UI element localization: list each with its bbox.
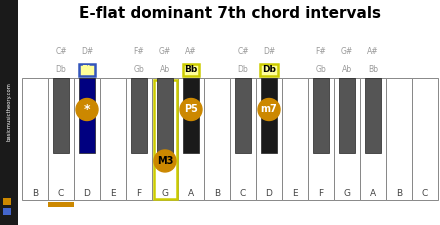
Text: Db: Db — [238, 65, 248, 74]
Bar — [339, 78, 355, 153]
Bar — [0, 0, 18, 225]
Bar — [282, 78, 308, 200]
Bar — [256, 78, 282, 200]
Bar — [48, 78, 74, 200]
Bar — [53, 78, 69, 153]
Text: D#: D# — [81, 47, 93, 56]
Text: G: G — [161, 189, 169, 198]
Bar — [313, 78, 329, 153]
Bar — [48, 202, 74, 207]
Text: Gb: Gb — [315, 65, 326, 74]
Bar — [131, 78, 147, 153]
Bar — [365, 78, 381, 153]
Bar — [152, 78, 178, 200]
Text: Ab: Ab — [342, 65, 352, 74]
Text: Bb: Bb — [184, 65, 198, 74]
Text: C: C — [422, 189, 428, 198]
Circle shape — [180, 99, 202, 121]
Text: m7: m7 — [260, 104, 277, 115]
Text: G#: G# — [159, 47, 171, 56]
Bar — [308, 78, 334, 200]
Bar — [230, 78, 256, 200]
Text: Db: Db — [55, 65, 66, 74]
Bar — [22, 78, 48, 200]
Text: Gb: Gb — [134, 65, 144, 74]
Bar — [3, 198, 11, 205]
Text: B: B — [214, 189, 220, 198]
Text: B: B — [396, 189, 402, 198]
Text: F#: F# — [315, 47, 326, 56]
Text: C: C — [58, 189, 64, 198]
Text: F: F — [136, 189, 142, 198]
Text: Ab: Ab — [160, 65, 170, 74]
Text: G#: G# — [341, 47, 353, 56]
Bar — [100, 78, 126, 200]
Bar — [157, 78, 173, 153]
Text: Eb: Eb — [81, 65, 93, 74]
Text: Db: Db — [262, 65, 276, 74]
Text: C#: C# — [237, 47, 249, 56]
Text: B: B — [32, 189, 38, 198]
Bar — [412, 78, 438, 200]
Text: *: * — [84, 103, 90, 116]
Bar — [261, 78, 277, 153]
Text: F#: F# — [134, 47, 144, 56]
Text: G: G — [344, 189, 351, 198]
Bar — [126, 78, 152, 200]
Text: E-flat dominant 7th chord intervals: E-flat dominant 7th chord intervals — [79, 7, 381, 22]
Bar — [360, 78, 386, 200]
Bar — [183, 78, 199, 153]
Bar — [235, 78, 251, 153]
Circle shape — [258, 99, 280, 121]
Bar — [334, 78, 360, 200]
Text: D: D — [84, 189, 91, 198]
Bar — [386, 78, 412, 200]
Text: A#: A# — [185, 47, 197, 56]
Text: E: E — [292, 189, 298, 198]
Text: A#: A# — [367, 47, 379, 56]
Text: M3: M3 — [157, 156, 173, 166]
Text: F: F — [319, 189, 323, 198]
Text: C: C — [240, 189, 246, 198]
Text: P5: P5 — [184, 104, 198, 115]
Bar — [74, 78, 100, 200]
Text: Bb: Bb — [368, 65, 378, 74]
Bar — [204, 78, 230, 200]
Text: E: E — [110, 189, 116, 198]
Circle shape — [76, 99, 98, 121]
Text: A: A — [370, 189, 376, 198]
Text: D#: D# — [263, 47, 275, 56]
Text: A: A — [188, 189, 194, 198]
Text: D: D — [266, 189, 272, 198]
Circle shape — [154, 150, 176, 172]
Bar — [79, 78, 95, 153]
Text: basicmusictheory.com: basicmusictheory.com — [7, 83, 11, 142]
Text: C#: C# — [55, 47, 67, 56]
Bar — [178, 78, 204, 200]
Bar — [154, 79, 176, 198]
Bar — [3, 208, 11, 215]
